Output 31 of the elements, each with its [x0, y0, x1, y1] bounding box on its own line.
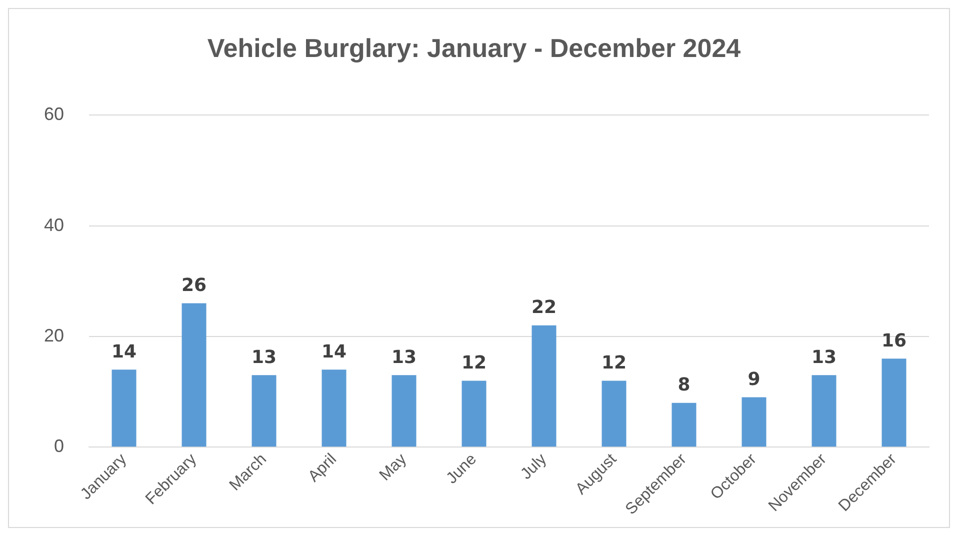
bar — [462, 380, 486, 447]
data-label: 14 — [321, 341, 347, 362]
bar — [112, 370, 136, 447]
bar — [812, 375, 836, 447]
chart-title: Vehicle Burglary: January - December 2024 — [207, 32, 742, 63]
x-tick-label: May — [376, 450, 410, 484]
y-tick-label: 40 — [44, 214, 64, 235]
bar — [602, 380, 626, 447]
bar — [672, 402, 696, 447]
y-tick-label: 20 — [44, 325, 64, 346]
data-label: 13 — [391, 346, 417, 368]
data-label: 9 — [748, 368, 760, 390]
data-label: 8 — [678, 374, 690, 396]
data-label: 16 — [881, 330, 907, 352]
data-label: 12 — [461, 352, 487, 374]
data-label: 12 — [601, 352, 627, 374]
data-label: 13 — [811, 346, 837, 368]
bar — [322, 370, 346, 447]
data-label: 13 — [251, 346, 277, 368]
y-tick-label: 60 — [44, 104, 64, 124]
bar — [532, 325, 556, 447]
data-label: 22 — [531, 297, 557, 318]
x-tick-label: July — [518, 450, 550, 483]
bar — [252, 375, 276, 447]
bar — [742, 397, 766, 447]
bar — [882, 358, 906, 447]
bar — [392, 375, 416, 447]
data-label: 26 — [181, 274, 207, 296]
data-label: 14 — [111, 341, 137, 362]
bar — [182, 303, 206, 447]
y-tick-label: 0 — [54, 436, 64, 456]
